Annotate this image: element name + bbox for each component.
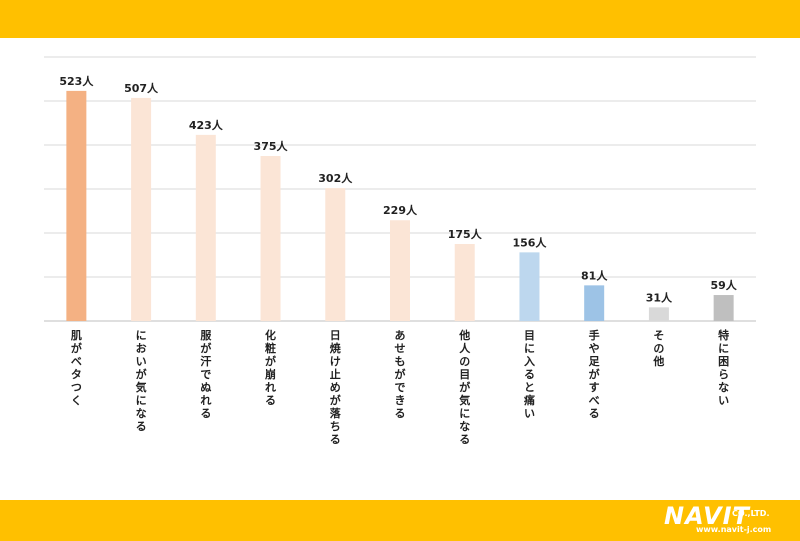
logo-url: www.navit-j.com — [696, 525, 772, 534]
value-label: 81人 — [581, 268, 608, 282]
value-label: 156人 — [512, 235, 547, 249]
category-label: においが気になる — [136, 329, 147, 433]
value-label: 507人 — [124, 81, 159, 95]
category-label: 他人の目が気になる — [458, 328, 471, 446]
logo-suffix: CO.,LTD. — [732, 509, 770, 518]
category-label: 服が汗でぬれる — [200, 329, 212, 420]
category-label: 特に困らない — [718, 328, 729, 407]
bar — [454, 244, 475, 321]
category-label: あせもができる — [395, 329, 406, 420]
bar — [648, 307, 669, 321]
bar — [584, 285, 605, 321]
value-label: 302人 — [318, 171, 353, 185]
value-label: 175人 — [448, 227, 483, 241]
category-label: 肌がベタつく — [70, 328, 82, 407]
value-labels: 523人 507人 423人 375人 302人 229人 175人 156人 81人 31人 59… — [59, 74, 737, 304]
logo-name: NAVIT — [664, 502, 750, 530]
bottom-banner — [0, 500, 800, 541]
bar — [519, 252, 540, 321]
value-label: 423人 — [189, 118, 224, 132]
value-label: 229人 — [383, 203, 418, 217]
category-label: その他 — [652, 329, 664, 368]
value-label: 523人 — [59, 74, 94, 88]
bar-chart: 523人 507人 423人 375人 302人 229人 175人 156人 81人 31人 59… — [44, 56, 756, 446]
category-label: 目に入ると痛い — [523, 329, 535, 420]
bar — [66, 90, 87, 321]
value-label: 31人 — [646, 290, 673, 304]
bar — [131, 97, 152, 321]
value-label: 59人 — [710, 278, 737, 292]
value-label: 375人 — [254, 139, 289, 153]
top-banner — [0, 0, 800, 38]
gridlines — [44, 56, 756, 322]
category-labels: 肌がベタつく においが気になる 服が汗でぬれる 化粧が崩れる 日焼け止めが落ちる あせもが… — [70, 328, 729, 446]
navit-logo: NAVIT CO.,LTD. www.navit-j.com — [660, 503, 794, 537]
bar — [260, 156, 281, 321]
bars — [66, 90, 734, 321]
category-label: 化粧が崩れる — [265, 328, 276, 407]
bar — [713, 295, 734, 321]
bar — [195, 134, 216, 321]
bar — [325, 188, 346, 321]
category-label: 日焼け止めが落ちる — [330, 329, 342, 446]
bar — [390, 220, 410, 321]
category-label: 手や足がすべる — [589, 328, 601, 420]
